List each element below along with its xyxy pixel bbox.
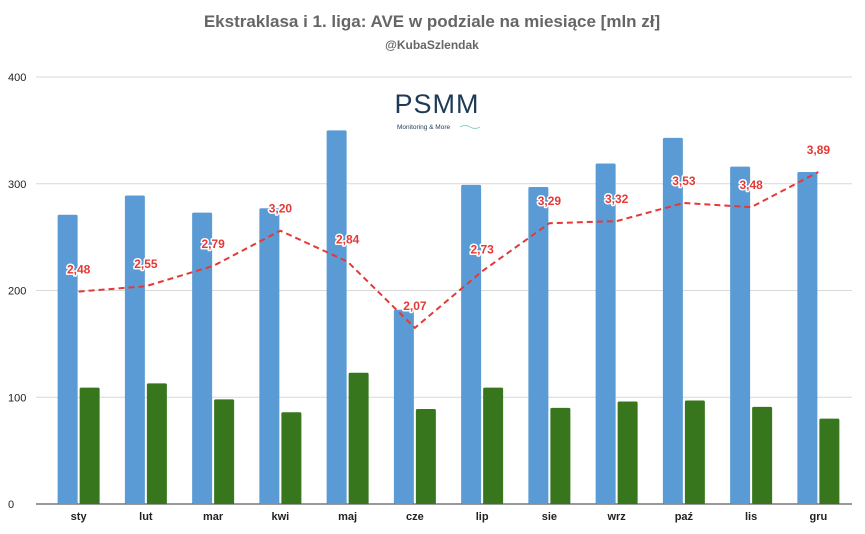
x-tick-label: sie (542, 511, 557, 523)
chart-title: Ekstraklasa i 1. liga: AVE w podziale na… (204, 12, 660, 31)
bar-green (146, 383, 167, 504)
bar-green (684, 400, 705, 504)
y-tick-label: 200 (8, 286, 26, 298)
bar-green (550, 407, 571, 504)
bar-blue (528, 186, 549, 504)
x-tick-label: wrz (606, 511, 626, 523)
logo-wave-icon (459, 125, 481, 129)
bar-green (415, 408, 436, 504)
bar-green (281, 412, 302, 504)
bar-blue (326, 130, 347, 504)
trend-line-path (78, 171, 819, 330)
bar-blue (192, 212, 213, 504)
bar-blue (57, 214, 78, 504)
bar-blue (393, 309, 414, 504)
x-tick-label: gru (810, 511, 828, 523)
bar-blue (259, 208, 280, 505)
x-tick-label: kwi (272, 511, 290, 523)
bars (57, 130, 840, 505)
x-tick-label: cze (406, 511, 424, 523)
x-tick-label: maj (338, 511, 357, 523)
trend-data-label: 2,48 (67, 263, 91, 277)
x-tick-label: lut (139, 511, 153, 523)
trend-data-label: 2,84 (336, 233, 360, 247)
logo-tagline: Monitoring & More (397, 124, 450, 131)
bar-green (819, 418, 840, 504)
trend-data-label: 2,73 (470, 242, 494, 256)
bar-green (79, 387, 100, 504)
y-axis-ticks: 0 100 200 300 400 (8, 72, 26, 511)
trend-line: 2,48 2,55 2,79 3,20 2,84 2,07 2,73 3,29 3,32 3,53… (65, 142, 832, 330)
trend-data-label: 2,79 (201, 237, 225, 251)
bar-blue (124, 195, 145, 504)
trend-data-label: 2,55 (134, 257, 158, 271)
y-tick-label: 400 (8, 72, 26, 84)
chart-subtitle: @KubaSzlendak (385, 38, 479, 52)
bar-green (752, 406, 773, 504)
bar-blue (797, 172, 818, 504)
bar-green (214, 399, 235, 504)
trend-data-label: 3,29 (538, 194, 562, 208)
x-tick-label: lis (745, 511, 757, 523)
y-tick-label: 100 (8, 392, 26, 404)
logo-name: PSMM (395, 89, 480, 119)
bar-blue (662, 137, 683, 504)
x-tick-label: sty (71, 511, 88, 523)
bar-green (617, 401, 638, 504)
trend-data-label: 3,32 (605, 192, 629, 206)
psmm-logo: PSMM Monitoring & More (395, 89, 481, 131)
trend-data-label: 2,07 (403, 299, 427, 313)
bar-blue (461, 184, 482, 504)
trend-data-label: 3,20 (269, 202, 293, 216)
trend-data-label: 3,48 (739, 178, 763, 192)
x-axis-ticks: sty lut mar kwi maj cze lip sie wrz paź lis gru (71, 511, 828, 523)
y-tick-label: 300 (8, 179, 26, 191)
x-tick-label: mar (203, 511, 224, 523)
trend-data-label: 3,89 (807, 143, 831, 157)
x-tick-label: lip (476, 511, 489, 523)
y-tick-label: 0 (8, 499, 14, 511)
bar-blue (730, 166, 751, 505)
bar-blue (595, 163, 616, 504)
bar-green (483, 387, 504, 504)
x-tick-label: paź (675, 511, 694, 523)
gridlines (36, 76, 852, 505)
trend-data-label: 3,53 (672, 174, 696, 188)
bar-green (348, 372, 369, 504)
